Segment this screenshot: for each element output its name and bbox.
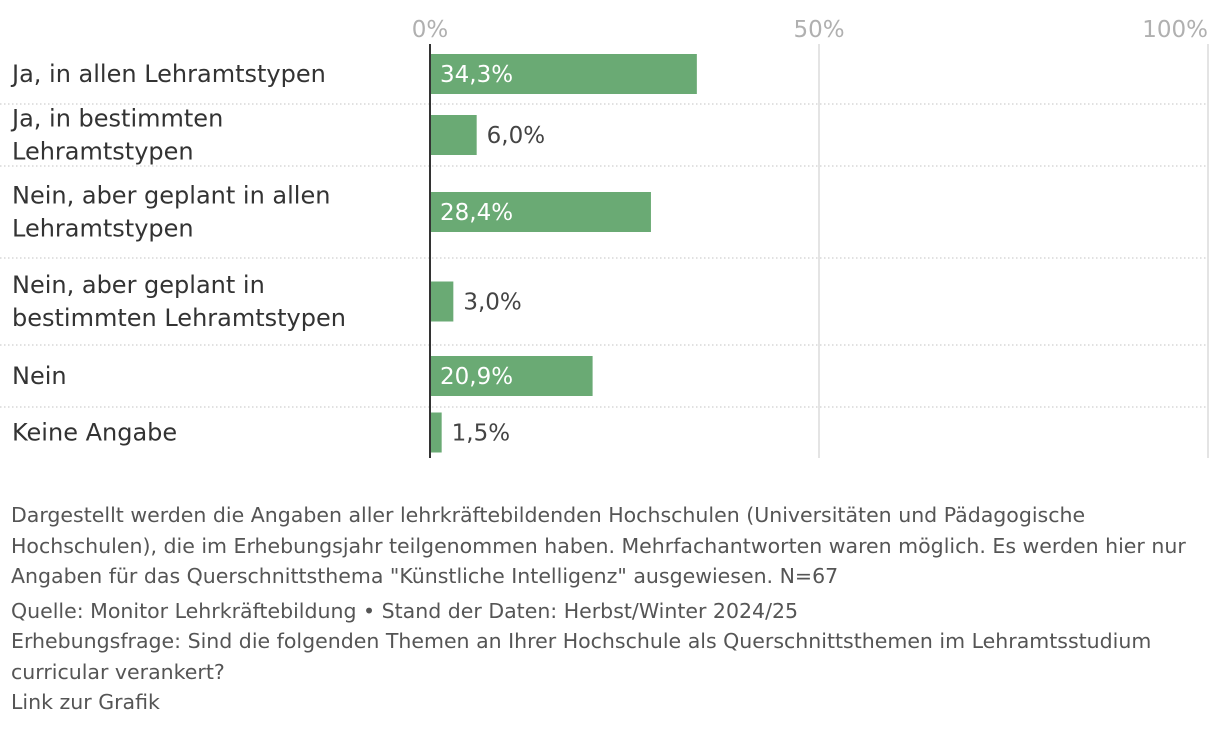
value-label: 20,9% (440, 364, 513, 390)
category-label: Nein, aber geplant in allen Lehramtstypen (12, 182, 330, 243)
category-label: Ja, in allen Lehramtstypen (10, 60, 326, 88)
value-label: 3,0% (463, 290, 521, 316)
category-label: Ja, in bestimmten Lehramtstypen (10, 105, 223, 166)
category-label: Keine Angabe (12, 419, 177, 447)
value-label: 6,0% (487, 123, 545, 149)
category-label: Nein, aber geplant in bestimmten Lehramts… (12, 271, 346, 332)
survey-question: Erhebungsfrage: Sind die folgenden Theme… (11, 629, 1152, 684)
chart-description: Dargestellt werden die Angaben aller leh… (11, 503, 1186, 588)
bar (430, 192, 651, 232)
value-label: 1,5% (452, 421, 510, 447)
value-label: 34,3% (440, 62, 513, 88)
x-tick-label: 0% (412, 17, 449, 43)
value-label: 28,4% (440, 200, 513, 226)
chart-notes: Dargestellt werden die Angaben aller leh… (11, 500, 1206, 718)
bar (430, 54, 697, 94)
bar (430, 412, 442, 453)
bar (430, 281, 454, 322)
bar-chart: 0% 50% 100% Ja, in allen Lehramtstypen 34,3%… (0, 17, 1209, 458)
bar (430, 115, 477, 155)
x-tick-label: 100% (1142, 17, 1208, 43)
bar (430, 356, 593, 396)
chart-link[interactable]: Link zur Grafik (11, 690, 160, 714)
x-tick-label: 50% (793, 17, 844, 43)
category-label: Nein (12, 362, 67, 390)
chart-source: Quelle: Monitor Lehrkräftebildung • Stan… (11, 598, 799, 623)
